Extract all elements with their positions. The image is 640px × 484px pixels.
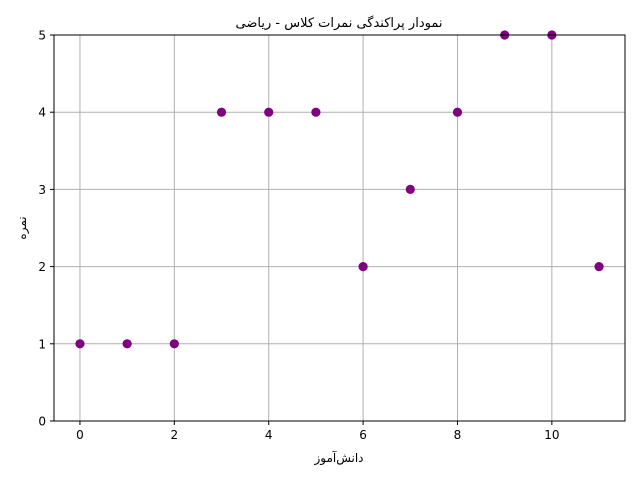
data-point <box>122 339 132 349</box>
y-tick-label: 5 <box>38 29 46 43</box>
data-point <box>169 339 179 349</box>
data-point <box>358 262 368 272</box>
data-point <box>311 107 321 117</box>
y-axis-ticks: 0 1 2 3 4 5 <box>38 29 54 429</box>
x-axis-label: دانش‌آموز <box>313 450 363 466</box>
x-tick-label: 10 <box>544 428 559 442</box>
x-tick-label: 8 <box>454 428 462 442</box>
x-tick-label: 4 <box>265 428 273 442</box>
chart-title: نمودار پراکندگی نمرات کلاس - ریاضی <box>236 15 443 31</box>
x-axis-ticks: 0 2 4 6 8 10 <box>76 421 559 442</box>
data-point <box>216 107 227 117</box>
y-tick-label: 0 <box>38 415 46 429</box>
data-point <box>75 339 85 349</box>
y-axis-label: نمره <box>15 216 30 239</box>
y-tick-label: 1 <box>38 337 46 351</box>
data-point <box>405 184 415 194</box>
data-point <box>594 262 604 272</box>
data-point <box>452 107 463 117</box>
plot-frame <box>53 34 626 422</box>
x-tick-label: 2 <box>171 428 179 442</box>
data-point <box>264 107 274 117</box>
x-tick-label: 6 <box>359 428 367 442</box>
y-tick-label: 3 <box>38 183 46 197</box>
grid-lines <box>54 34 625 422</box>
y-tick-label: 4 <box>38 106 46 120</box>
x-tick-label: 0 <box>76 428 84 442</box>
y-tick-label: 2 <box>38 260 46 274</box>
